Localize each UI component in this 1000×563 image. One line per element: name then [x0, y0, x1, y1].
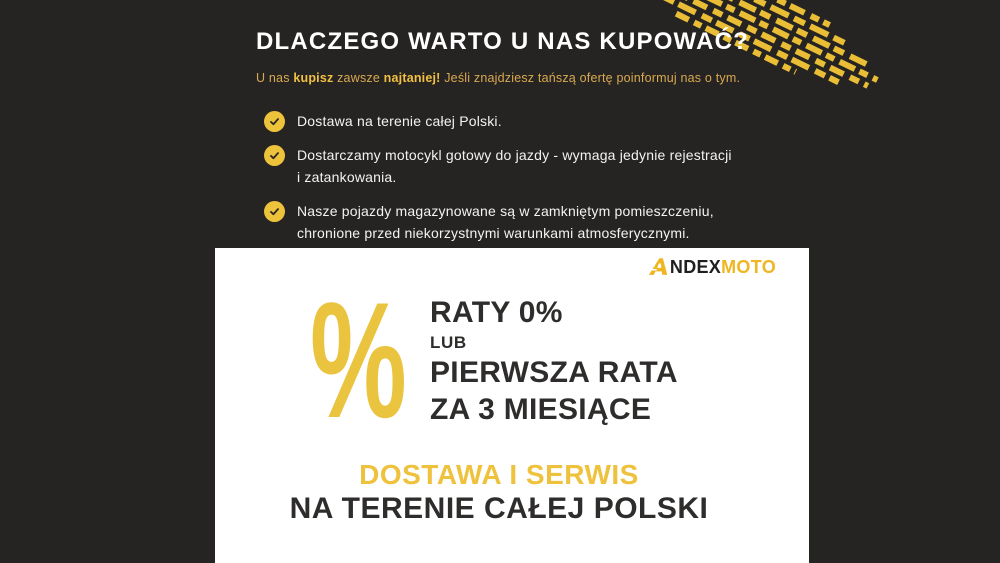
offer-line-raty: RATY 0%	[430, 296, 563, 329]
subtitle-bold: najtaniej!	[383, 71, 441, 85]
list-item-text: Dostawa na terenie całej Polski.	[297, 113, 502, 129]
list-item: Dostarczamy motocykl gotowy do jazdy - w…	[264, 144, 744, 189]
offer-line-za: ZA 3 MIESIĄCE	[430, 393, 652, 426]
coverage-line: NA TERENIE CAŁEJ POLSKI	[289, 492, 709, 525]
promo-card: NDEX MOTO % RATY 0% LUB PIERWSZA RATA ZA…	[215, 248, 809, 563]
logo-text-moto: MOTO	[721, 257, 776, 277]
list-item-text: Dostarczamy motocykl gotowy do jazdy - w…	[297, 146, 732, 186]
check-icon	[264, 200, 285, 222]
benefits-list: Dostawa na terenie całej Polski. Dostarc…	[264, 110, 744, 245]
logo-a-icon	[647, 258, 668, 275]
subtitle-part: Jeśli znajdziesz tańszą ofertę poinformu…	[440, 71, 741, 85]
check-icon	[264, 144, 285, 166]
offer-line-lub: LUB	[430, 333, 467, 352]
brand-logo: NDEX MOTO	[647, 257, 776, 278]
tire-track-icon	[658, 0, 879, 89]
offer-line-pierwsza: PIERWSZA RATA	[430, 356, 678, 389]
list-item: Dostawa na terenie całej Polski.	[264, 110, 744, 133]
subtitle-bold: kupisz	[293, 71, 334, 85]
logo-text-ndex: NDEX	[669, 257, 722, 277]
subtitle-part: U nas	[256, 71, 294, 85]
check-icon	[264, 111, 285, 132]
page-subtitle: U nas kupisz zawsze najtaniej! Jeśli zna…	[256, 71, 740, 85]
page-title: DLACZEGO WARTO U NAS KUPOWAĆ?	[256, 28, 750, 55]
list-item-text: Nasze pojazdy magazynowane są w zamknięt…	[297, 202, 714, 242]
delivery-service-block: DOSTAWA I SERWIS NA TERENIE CAŁEJ POLSKI	[215, 458, 809, 527]
list-item: Nasze pojazdy magazynowane są w zamknięt…	[264, 200, 744, 245]
financing-offer: RATY 0% LUB PIERWSZA RATA ZA 3 MIESIĄCE	[430, 294, 678, 428]
percent-symbol: %	[310, 268, 407, 452]
delivery-service-line: DOSTAWA I SERWIS	[359, 459, 639, 490]
subtitle-part: zawsze	[333, 71, 384, 85]
